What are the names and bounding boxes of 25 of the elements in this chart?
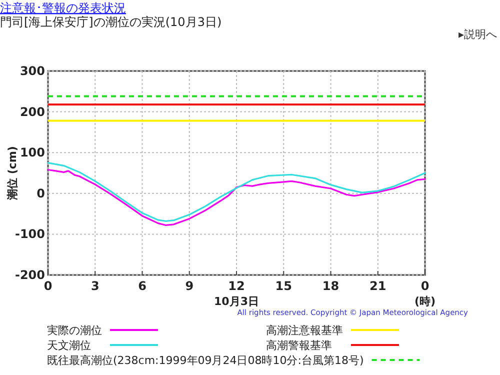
- y-tick-label: 300: [20, 64, 45, 78]
- x-tick-label: 18: [322, 279, 340, 293]
- x-axis-title: 10月3日: [214, 295, 259, 308]
- y-tick-label: 200: [20, 104, 45, 119]
- y-tick-label: 0: [36, 186, 45, 200]
- y-axis-title: 潮位 (cm): [6, 146, 19, 201]
- y-tick-label: -200: [14, 268, 45, 282]
- x-tick-label: 0: [420, 279, 430, 293]
- x-tick-label: 9: [185, 279, 194, 293]
- chart-subtitle: 注意報･警報の発表状況: [0, 1, 126, 15]
- legend-label: 高潮警報基準: [266, 339, 332, 352]
- legend-label: 高潮注意報基準: [266, 324, 343, 337]
- text: ▸説明へ: [458, 28, 497, 41]
- legend-label: 実際の潮位: [47, 324, 102, 337]
- text: (時): [414, 295, 436, 308]
- x-tick-label: 21: [370, 279, 386, 293]
- x-tick-label: 15: [275, 279, 292, 293]
- legend-label: 既往最高潮位(238cm:1999年09月24日08時10分:台風第18号): [47, 354, 364, 367]
- x-tick-label: 3: [90, 279, 100, 293]
- legend-label: 天文潮位: [47, 339, 91, 352]
- y-tick-label: 100: [20, 146, 45, 160]
- chart-title: 門司[海上保安庁]の潮位の実況(10月3日): [0, 15, 222, 29]
- x-tick-label: 12: [228, 279, 245, 293]
- x-tick-label: 6: [138, 279, 146, 293]
- y-tick-label: -100: [14, 227, 45, 242]
